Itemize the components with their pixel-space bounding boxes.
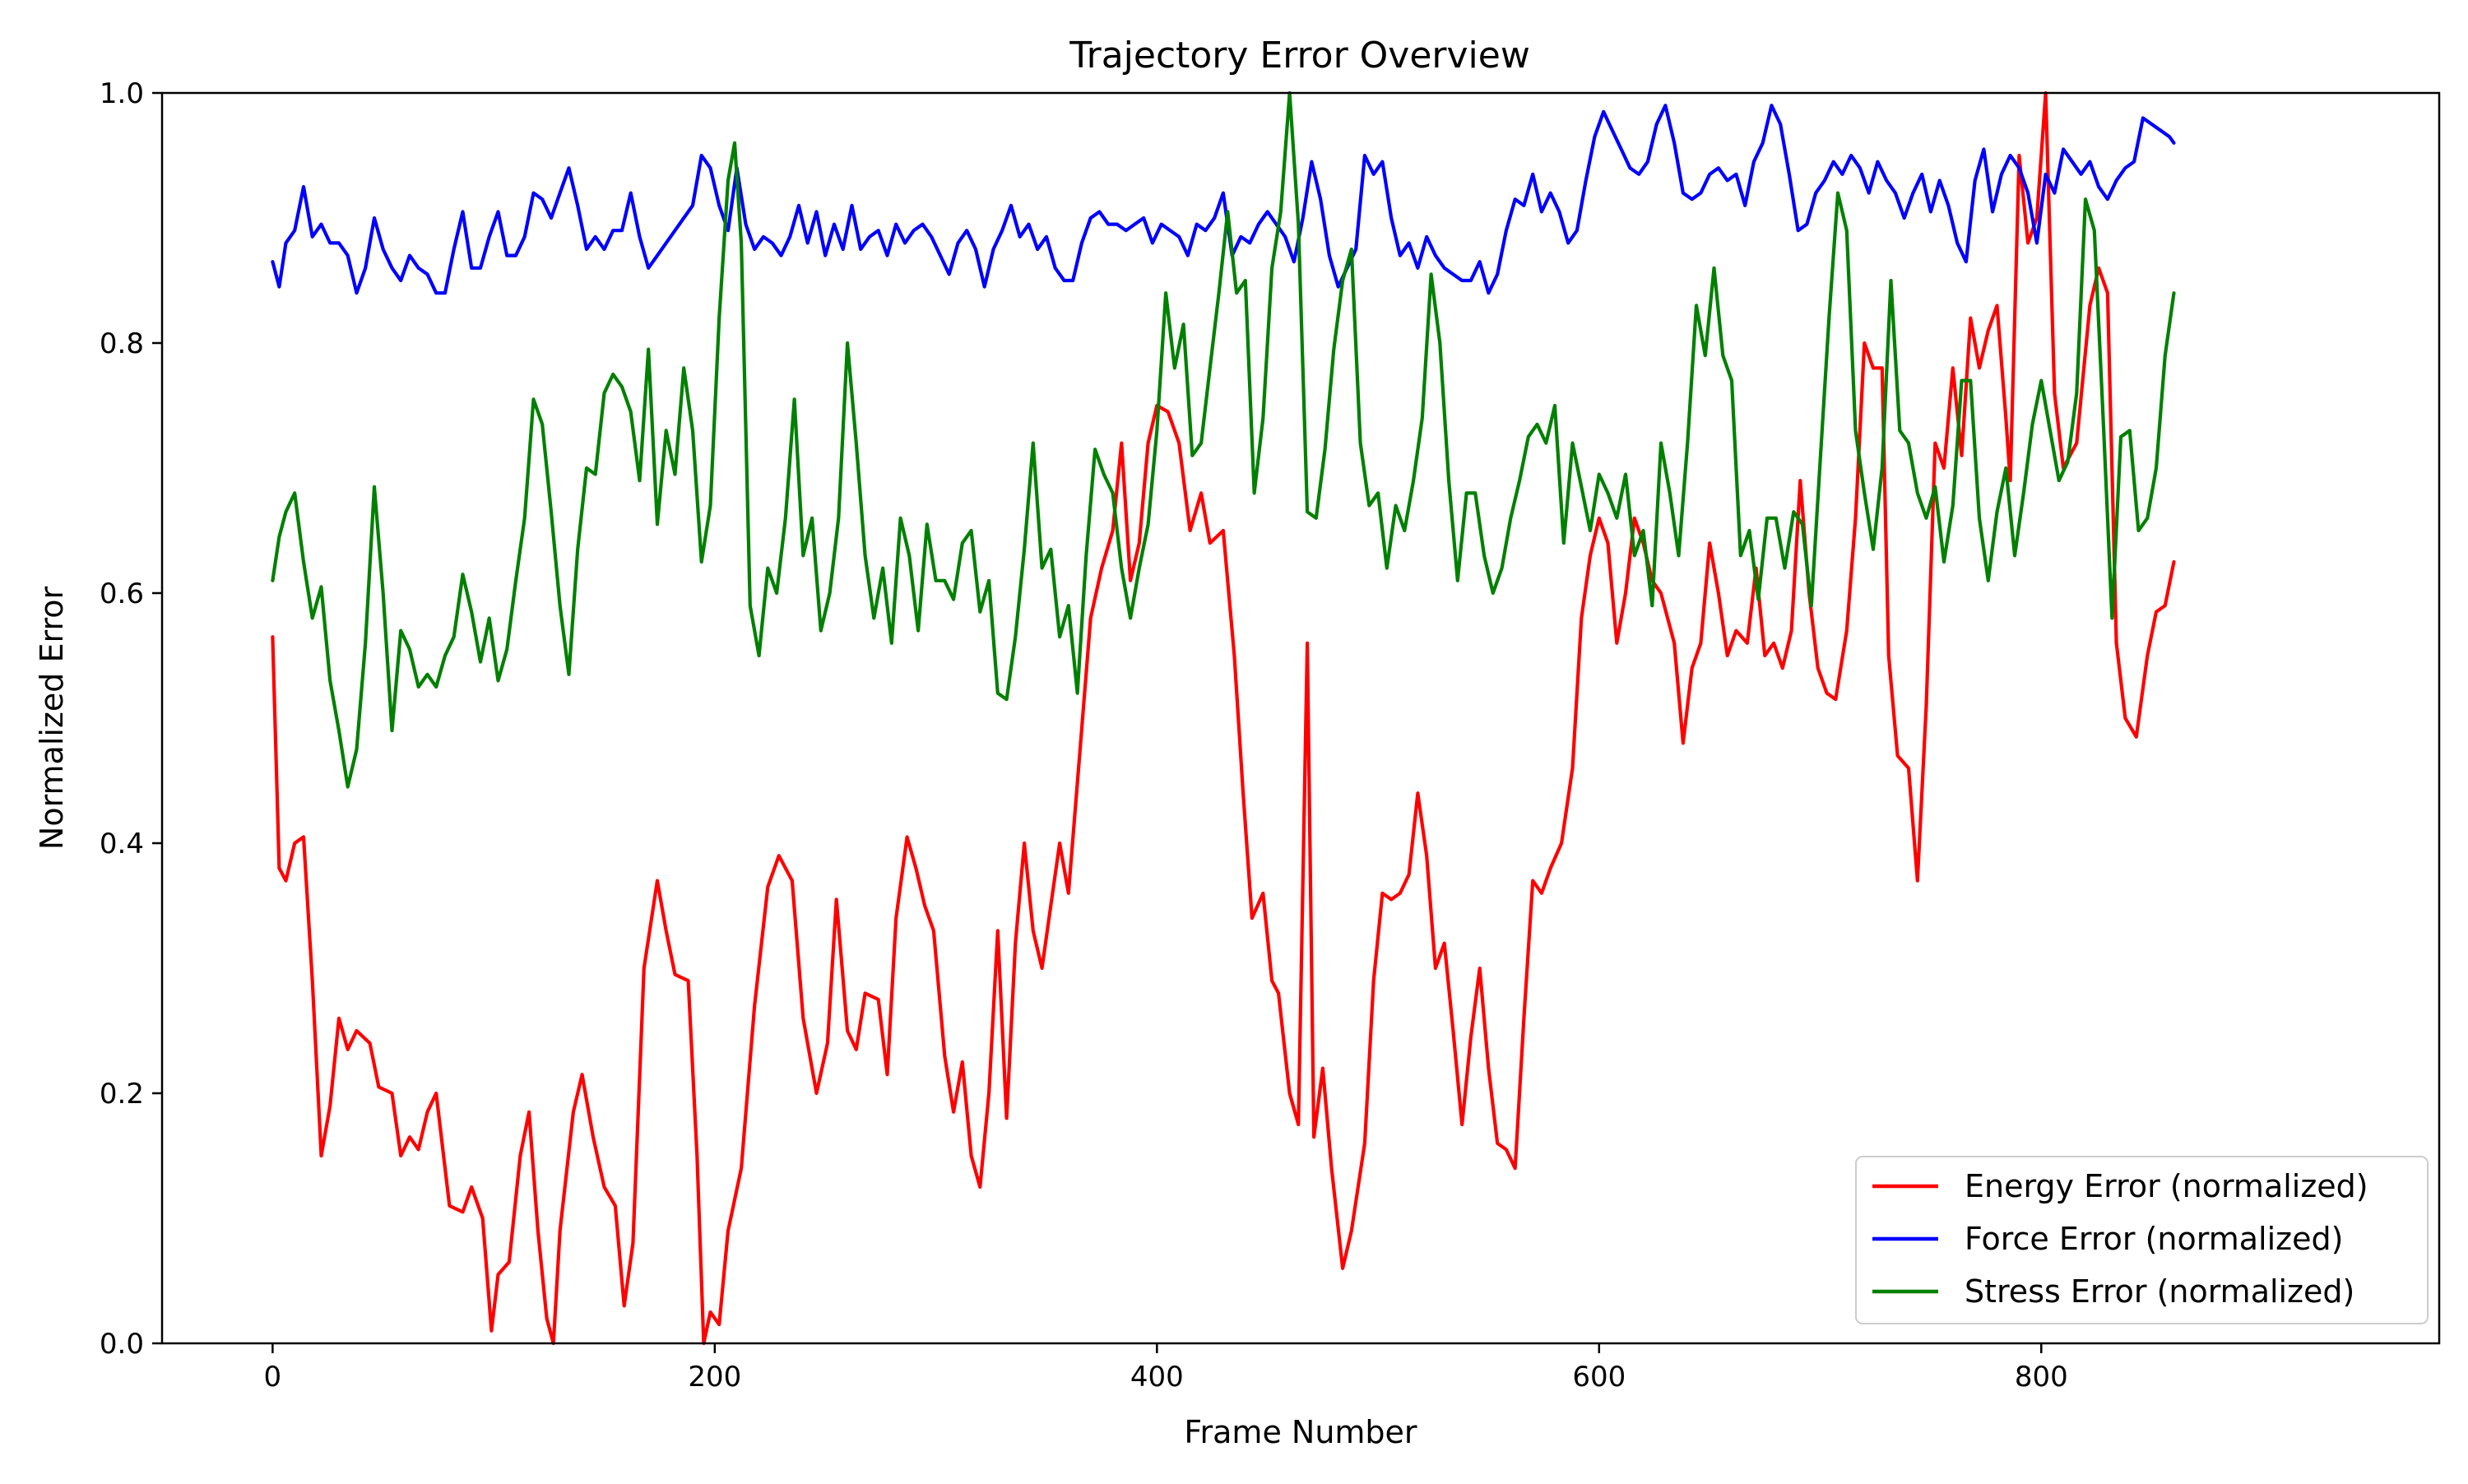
legend-label-stress: Stress Error (normalized) bbox=[1965, 1273, 2354, 1310]
x-tick-label: 400 bbox=[1130, 1361, 1184, 1394]
y-tick-label: 0.6 bbox=[100, 577, 144, 610]
x-tick-label: 200 bbox=[688, 1361, 741, 1394]
series-line-stress bbox=[271, 90, 2176, 789]
legend-item-energy: Energy Error (normalized) bbox=[1872, 1168, 2368, 1204]
legend-item-stress: Stress Error (normalized) bbox=[1872, 1273, 2354, 1310]
chart-title: Trajectory Error Overview bbox=[1069, 35, 1530, 77]
y-tick-label: 0.4 bbox=[100, 828, 144, 860]
x-axis-ticks: 0 200 400 600 800 bbox=[264, 1343, 2068, 1394]
y-tick-label: 0.8 bbox=[100, 327, 144, 360]
x-tick-label: 0 bbox=[264, 1361, 282, 1394]
x-tick-label: 800 bbox=[2015, 1361, 2068, 1394]
plot-area: 0 200 400 600 800 0.0 0.2 0.4 0.6 0.8 1.0 bbox=[100, 77, 2441, 1394]
legend: Energy Error (normalized) Force Error (n… bbox=[1855, 1156, 2429, 1324]
legend-item-force: Force Error (normalized) bbox=[1872, 1221, 2343, 1257]
series-layer bbox=[271, 90, 2176, 1346]
legend-label-energy: Energy Error (normalized) bbox=[1965, 1168, 2368, 1204]
x-axis-label: Frame Number bbox=[1184, 1414, 1417, 1450]
series-line-force bbox=[271, 104, 2176, 295]
axes-frame bbox=[160, 91, 2441, 1345]
y-axis-label: Normalized Error bbox=[34, 587, 70, 851]
legend-label-force: Force Error (normalized) bbox=[1965, 1221, 2343, 1257]
x-tick-label: 600 bbox=[1572, 1361, 1626, 1394]
y-tick-label: 0.2 bbox=[100, 1078, 144, 1111]
legend-box bbox=[1855, 1156, 2429, 1324]
series-line-energy bbox=[271, 90, 2176, 1346]
y-axis-ticks: 0.0 0.2 0.4 0.6 0.8 1.0 bbox=[100, 77, 162, 1361]
y-tick-label: 0.0 bbox=[100, 1328, 144, 1361]
y-tick-label: 1.0 bbox=[100, 77, 144, 110]
